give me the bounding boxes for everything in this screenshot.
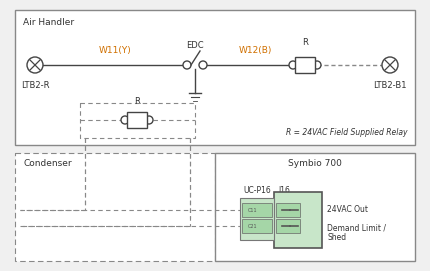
- Bar: [242, 203, 272, 217]
- Text: C21: C21: [248, 224, 258, 228]
- Text: W11(Y): W11(Y): [98, 46, 132, 55]
- Text: J16: J16: [278, 186, 290, 195]
- Bar: [15, 153, 215, 261]
- Text: Air Handler: Air Handler: [23, 18, 74, 27]
- Circle shape: [199, 61, 207, 69]
- Bar: [240, 198, 274, 240]
- Bar: [127, 112, 147, 128]
- Circle shape: [382, 57, 398, 73]
- Text: Demand Limit /: Demand Limit /: [327, 224, 386, 233]
- Circle shape: [27, 57, 43, 73]
- Text: R: R: [134, 97, 140, 106]
- Text: EDC: EDC: [186, 41, 204, 50]
- Bar: [15, 10, 415, 145]
- Text: LTB2-B1: LTB2-B1: [373, 81, 407, 90]
- Bar: [276, 203, 300, 217]
- Text: 24VAC Out: 24VAC Out: [327, 205, 368, 215]
- Text: R: R: [302, 38, 308, 47]
- Bar: [274, 192, 322, 248]
- Text: W12(B): W12(B): [238, 46, 272, 55]
- Bar: [80, 103, 195, 138]
- Text: C11: C11: [248, 208, 258, 212]
- Circle shape: [313, 61, 321, 69]
- Text: Symbio 700: Symbio 700: [288, 159, 342, 168]
- Circle shape: [121, 116, 129, 124]
- Text: LTB2-R: LTB2-R: [21, 81, 49, 90]
- Text: Condenser: Condenser: [23, 159, 72, 168]
- Text: R = 24VAC Field Supplied Relay: R = 24VAC Field Supplied Relay: [286, 128, 407, 137]
- Bar: [215, 153, 415, 261]
- Circle shape: [145, 116, 153, 124]
- Bar: [276, 219, 300, 233]
- Bar: [295, 57, 315, 73]
- Circle shape: [289, 61, 297, 69]
- Text: Shed: Shed: [327, 234, 346, 243]
- Circle shape: [183, 61, 191, 69]
- Bar: [242, 219, 272, 233]
- Text: UC-P16: UC-P16: [243, 186, 271, 195]
